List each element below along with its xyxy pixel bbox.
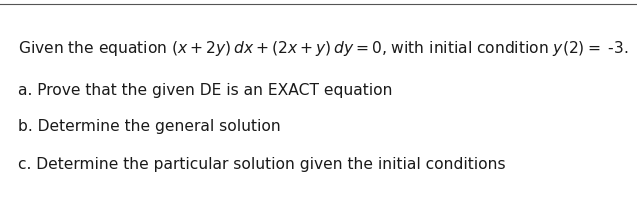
Text: Given the equation $(x + 2y)\,dx + (2x + y)\,dy = 0$, with initial condition $y(: Given the equation $(x + 2y)\,dx + (2x +… [18,39,629,58]
Text: b. Determine the general solution: b. Determine the general solution [18,120,281,135]
Text: a. Prove that the given DE is an EXACT equation: a. Prove that the given DE is an EXACT e… [18,82,392,98]
Text: c. Determine the particular solution given the initial conditions: c. Determine the particular solution giv… [18,157,506,171]
